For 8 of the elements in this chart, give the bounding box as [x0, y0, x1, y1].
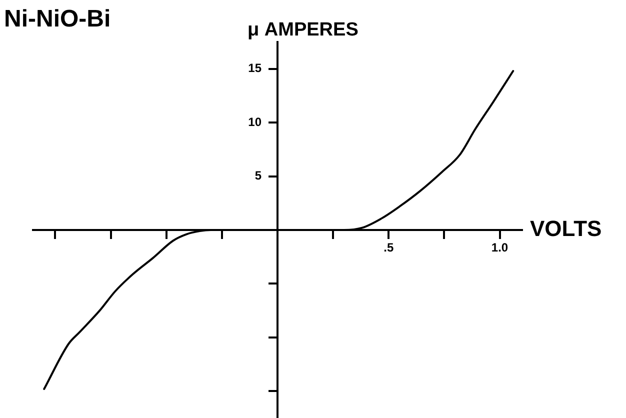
y-axis-title: μ AMPERES: [248, 20, 358, 41]
y-tick-label: 15: [248, 61, 262, 76]
x-axis-title: VOLTS: [530, 216, 602, 242]
x-tick-label: 1.0: [491, 240, 508, 255]
y-tick-label: 10: [248, 114, 262, 129]
chart-title: Ni-NiO-Bi: [4, 6, 111, 33]
y-tick-label: 5: [254, 168, 262, 183]
x-tick-label: .5: [384, 240, 394, 255]
